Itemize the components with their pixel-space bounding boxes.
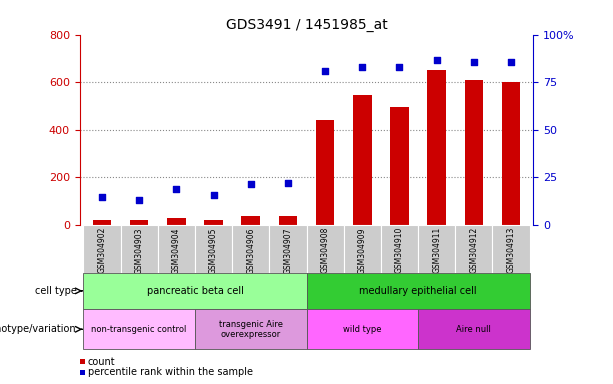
Point: [134, 197, 144, 203]
Text: transgenic Aire
overexpressor: transgenic Aire overexpressor: [219, 319, 283, 339]
Point: [97, 194, 107, 200]
Text: GSM304905: GSM304905: [209, 227, 218, 273]
Bar: [130, 220, 148, 225]
Bar: [316, 120, 334, 225]
Bar: [83, 225, 121, 273]
Bar: [353, 95, 371, 225]
Point: [246, 181, 256, 187]
Bar: [158, 225, 195, 273]
Text: GSM304906: GSM304906: [246, 227, 255, 273]
Point: [320, 68, 330, 74]
Bar: [465, 80, 483, 225]
Point: [432, 56, 441, 63]
Point: [357, 64, 367, 70]
Text: GSM304903: GSM304903: [135, 227, 143, 273]
Bar: [121, 225, 158, 273]
Title: GDS3491 / 1451985_at: GDS3491 / 1451985_at: [226, 18, 387, 32]
Text: GSM304912: GSM304912: [470, 227, 478, 273]
Bar: [492, 225, 530, 273]
Bar: [455, 225, 492, 273]
Point: [208, 192, 218, 198]
Bar: [83, 273, 306, 309]
Bar: [279, 215, 297, 225]
Text: GSM304913: GSM304913: [506, 227, 516, 273]
Text: GSM304904: GSM304904: [172, 227, 181, 273]
Bar: [269, 225, 306, 273]
Bar: [418, 309, 530, 349]
Text: GSM304909: GSM304909: [358, 227, 367, 273]
Bar: [204, 220, 223, 225]
Bar: [390, 107, 409, 225]
Text: GSM304908: GSM304908: [321, 227, 330, 273]
Bar: [306, 273, 530, 309]
Point: [469, 59, 479, 65]
Text: GSM304910: GSM304910: [395, 227, 404, 273]
Text: cell type: cell type: [35, 286, 77, 296]
Bar: [306, 225, 344, 273]
Bar: [93, 220, 112, 225]
Text: medullary epithelial cell: medullary epithelial cell: [359, 286, 477, 296]
Text: count: count: [88, 356, 115, 367]
Point: [395, 64, 405, 70]
Bar: [242, 216, 260, 225]
Text: GSM304902: GSM304902: [97, 227, 107, 273]
Text: pancreatic beta cell: pancreatic beta cell: [147, 286, 243, 296]
Bar: [344, 225, 381, 273]
Bar: [167, 217, 186, 225]
Bar: [418, 225, 455, 273]
Text: GSM304911: GSM304911: [432, 227, 441, 273]
Point: [172, 186, 181, 192]
Bar: [83, 309, 195, 349]
Bar: [381, 225, 418, 273]
Text: percentile rank within the sample: percentile rank within the sample: [88, 367, 253, 377]
Bar: [232, 225, 269, 273]
Bar: [306, 309, 418, 349]
Point: [283, 180, 293, 186]
Text: wild type: wild type: [343, 325, 381, 334]
Bar: [427, 70, 446, 225]
Text: genotype/variation: genotype/variation: [0, 324, 77, 334]
Bar: [501, 82, 520, 225]
Bar: [195, 309, 306, 349]
Text: non-transgenic control: non-transgenic control: [91, 325, 187, 334]
Text: GSM304907: GSM304907: [283, 227, 292, 273]
Text: Aire null: Aire null: [457, 325, 491, 334]
Point: [506, 59, 516, 65]
Bar: [195, 225, 232, 273]
